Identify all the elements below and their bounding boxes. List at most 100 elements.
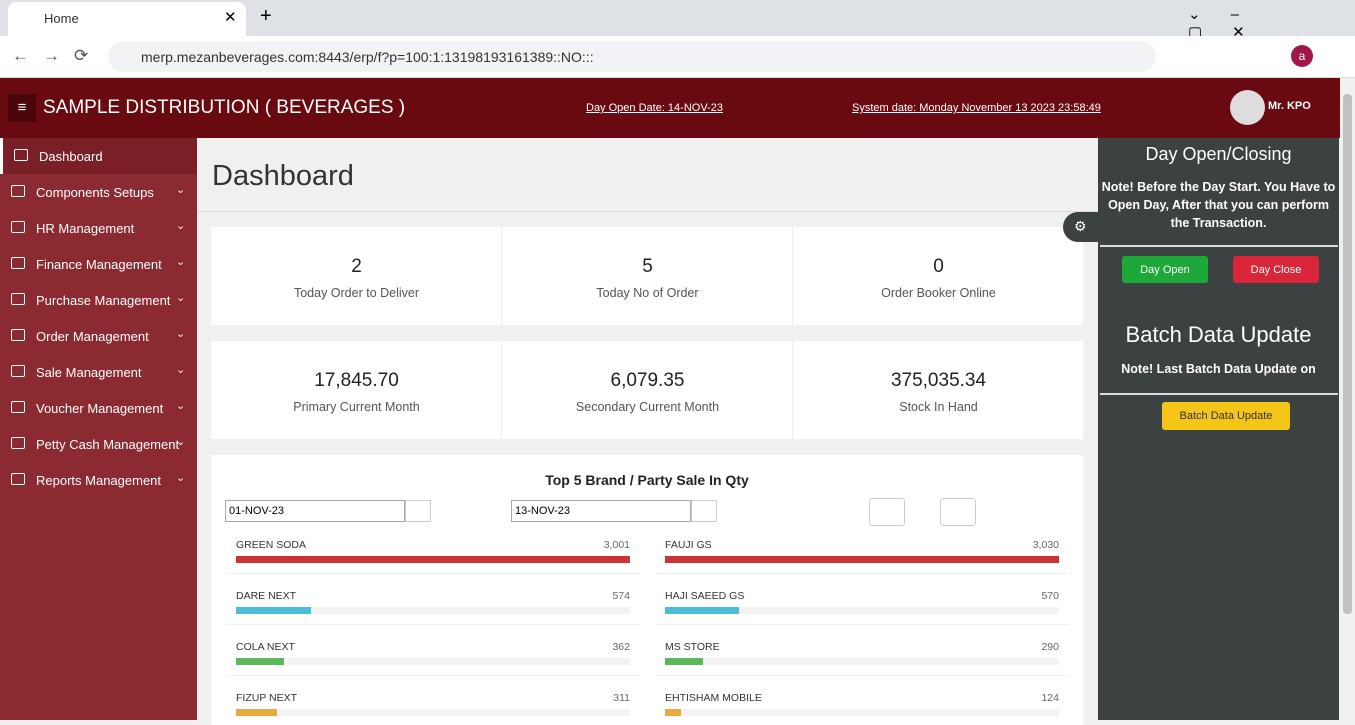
stat: 0 Order Booker Online <box>793 227 1084 325</box>
stat: 2 Today Order to Deliver <box>211 227 502 325</box>
url: merp.mezanbeverages.com:8443/erp/f?p=100… <box>141 49 594 65</box>
sidebar-item[interactable]: Reports Management ⌄ <box>0 462 197 498</box>
row-divider <box>655 573 1069 574</box>
stat-label: Stock In Hand <box>899 400 978 414</box>
sidebar-icon <box>14 149 28 161</box>
sidebar-item[interactable]: Petty Cash Management ⌄ <box>0 426 197 462</box>
sidebar-label: Finance Management <box>36 257 162 272</box>
tab-title: Home <box>44 11 79 26</box>
settings-tab[interactable]: ⚙ <box>1063 212 1099 242</box>
money-button[interactable] <box>940 498 976 526</box>
from-date[interactable]: 01-NOV-23 <box>225 500 405 522</box>
sidebar-item[interactable]: Order Management ⌄ <box>0 318 197 354</box>
top5-panel: Top 5 Brand / Party Sale In Qty 01-NOV-2… <box>211 455 1083 725</box>
bar-track <box>665 607 1059 614</box>
day-open-date[interactable]: Day Open Date: 14-NOV-23 <box>586 102 723 114</box>
app-title: SAMPLE DISTRIBUTION ( BEVERAGES ) <box>43 97 406 118</box>
address-bar-row: ←→⟳ merp.mezanbeverages.com:8443/erp/f?p… <box>0 36 1355 78</box>
item-name: EHTISHAM MOBILE <box>665 692 762 704</box>
to-date[interactable]: 13-NOV-23 <box>511 500 691 522</box>
sidebar-item[interactable]: Dashboard <box>0 138 197 174</box>
bar <box>236 658 284 665</box>
divider <box>1100 393 1338 395</box>
sidebar-item[interactable]: Finance Management ⌄ <box>0 246 197 282</box>
sidebar-label: Reports Management <box>36 473 162 488</box>
item-value: 311 <box>613 692 630 704</box>
item-value: 570 <box>1041 590 1059 602</box>
title-bar: Dashboard <box>197 138 1098 212</box>
user-name[interactable]: Mr. KPO <box>1268 100 1311 112</box>
sidebar-item[interactable]: Components Setups ⌄ <box>0 174 197 210</box>
tab-close[interactable]: ✕ <box>224 9 237 26</box>
stat-label: Primary Current Month <box>293 400 420 414</box>
profile[interactable]: a <box>1291 45 1313 67</box>
from-calendar[interactable] <box>405 500 431 522</box>
bar-track <box>236 658 630 665</box>
sidebar-icon <box>11 365 25 377</box>
bar <box>236 709 277 716</box>
bar <box>236 556 630 563</box>
bar-track <box>236 607 630 614</box>
sidebar-label: Voucher Management <box>36 401 164 416</box>
chevron: ⌄ <box>176 292 186 304</box>
item-name: HAJI SAEED GS <box>665 590 745 602</box>
sidebar-item[interactable]: HR Management ⌄ <box>0 210 197 246</box>
chevron: ⌄ <box>176 184 186 196</box>
stat-value: 5 <box>642 256 653 277</box>
bar <box>236 607 312 614</box>
sidebar-icon <box>11 185 25 197</box>
sidebar-icon <box>11 437 25 449</box>
bar-track <box>665 709 1059 716</box>
sidebar-label: Purchase Management <box>36 293 171 308</box>
item-value: 3,030 <box>1032 539 1059 551</box>
day-close-button[interactable]: Day Close <box>1233 256 1319 283</box>
stat-value: 375,035.34 <box>890 370 987 391</box>
tab[interactable]: Home ✕ <box>8 2 246 36</box>
row-divider <box>655 675 1069 676</box>
day-title: Day Open/Closing <box>1145 144 1292 164</box>
bar-track <box>236 709 630 716</box>
avatar[interactable] <box>1230 90 1265 125</box>
item-value: 290 <box>1041 641 1059 653</box>
day-open-button[interactable]: Day Open <box>1122 256 1208 283</box>
sidebar: Dashboard Components Setups ⌄ HR Management… <box>0 138 197 720</box>
stats-card: 17,845.70 Primary Current Month 6,079.35 Se… <box>211 341 1083 439</box>
batch-button[interactable]: Batch Data Update <box>1162 402 1290 430</box>
list-button[interactable] <box>869 498 905 526</box>
item-value: 574 <box>612 590 630 602</box>
chevron: ⌄ <box>176 436 186 448</box>
item-name: FIZUP NEXT <box>236 692 298 704</box>
stat-value: 6,079.35 <box>610 370 685 391</box>
scroll-thumb[interactable] <box>1343 94 1352 614</box>
sidebar-item[interactable]: Voucher Management ⌄ <box>0 390 197 426</box>
item-name: MS STORE <box>665 641 720 653</box>
item-name: FAUJI GS <box>665 539 712 551</box>
omnibox[interactable]: merp.mezanbeverages.com:8443/erp/f?p=100… <box>108 41 1156 72</box>
stat: 375,035.34 Stock In Hand <box>793 341 1084 439</box>
row-divider <box>226 675 640 676</box>
stat-value: 2 <box>351 256 362 277</box>
sidebar-label: Order Management <box>36 329 149 344</box>
menu-toggle[interactable]: ≡ <box>8 94 36 122</box>
row-divider <box>655 624 1069 625</box>
chevron: ⌄ <box>176 220 186 232</box>
stat-value: 0 <box>933 256 944 277</box>
sidebar-item[interactable]: Sale Management ⌄ <box>0 354 197 390</box>
stat-label: Today Order to Deliver <box>293 286 420 300</box>
chevron: ⌄ <box>176 256 186 268</box>
sidebar-item[interactable]: Purchase Management ⌄ <box>0 282 197 318</box>
new-tab[interactable]: + <box>260 5 272 27</box>
stats-card: 2 Today Order to Deliver 5 Today No of Orde… <box>211 227 1083 325</box>
scrollbar[interactable] <box>1340 78 1355 720</box>
stat-label: Order Booker Online <box>881 286 996 300</box>
chevron: ⌄ <box>176 364 186 376</box>
to-calendar[interactable] <box>691 500 717 522</box>
sidebar-icon <box>11 293 25 305</box>
item-value: 124 <box>1041 692 1059 704</box>
stat: 5 Today No of Order <box>502 227 793 325</box>
sidebar-label: Sale Management <box>36 365 142 380</box>
system-date[interactable]: System date: Monday November 13 2023 23:… <box>852 102 1101 114</box>
item-name: COLA NEXT <box>236 641 295 653</box>
nav-buttons[interactable]: ←→⟳ <box>12 46 103 65</box>
